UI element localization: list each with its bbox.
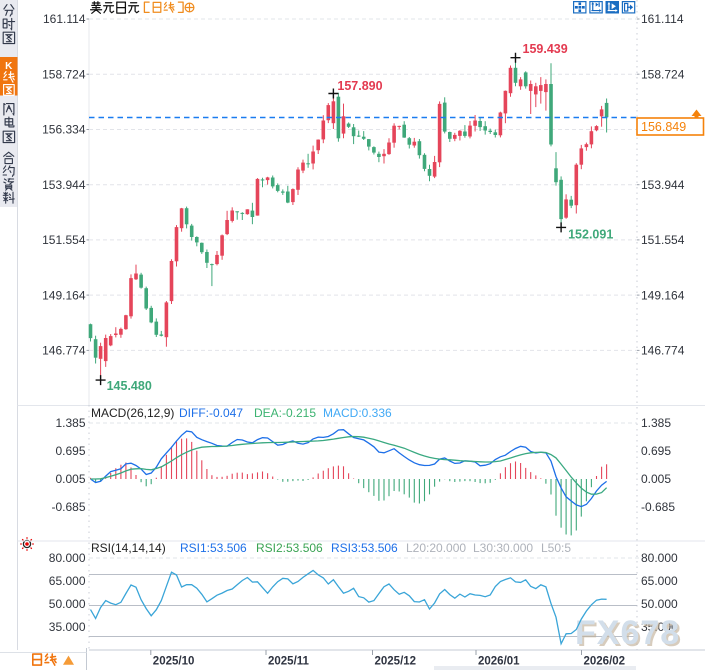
svg-text:35.000: 35.000 (641, 620, 678, 634)
svg-text:2026/02: 2026/02 (584, 656, 626, 668)
svg-text:2025/11: 2025/11 (268, 656, 310, 668)
svg-text:K: K (5, 61, 13, 72)
svg-text:151.554: 151.554 (42, 233, 86, 247)
svg-text:152.091: 152.091 (568, 228, 613, 242)
svg-text:0.005: 0.005 (641, 472, 671, 486)
svg-text:FX678: FX678 (575, 614, 680, 652)
svg-text:2025/10: 2025/10 (153, 656, 195, 668)
svg-text:2026/01: 2026/01 (478, 656, 520, 668)
svg-text:0.695: 0.695 (55, 444, 85, 458)
svg-text:1.385: 1.385 (641, 416, 671, 430)
svg-text:DEA:-0.215: DEA:-0.215 (254, 406, 316, 420)
svg-text:146.774: 146.774 (641, 344, 685, 358)
svg-text:161.114: 161.114 (43, 12, 86, 26)
svg-text:0.695: 0.695 (641, 444, 671, 458)
svg-text:MACD:0.336: MACD:0.336 (323, 406, 392, 420)
svg-text:149.164: 149.164 (641, 288, 685, 302)
svg-text:RSI1:53.506: RSI1:53.506 (180, 541, 247, 555)
svg-text:-0.685: -0.685 (51, 500, 85, 514)
svg-text:146.774: 146.774 (42, 344, 86, 358)
svg-text:159.439: 159.439 (523, 42, 568, 56)
svg-text:80.000: 80.000 (49, 551, 86, 565)
svg-text:50.000: 50.000 (49, 597, 86, 611)
svg-text:RSI3:53.506: RSI3:53.506 (331, 541, 398, 555)
svg-text:2025/12: 2025/12 (375, 656, 417, 668)
svg-text:50.000: 50.000 (641, 597, 678, 611)
svg-text:145.480: 145.480 (107, 379, 152, 393)
svg-text:156.849: 156.849 (641, 120, 686, 134)
svg-text:DIFF:-0.047: DIFF:-0.047 (179, 406, 243, 420)
svg-text:153.944: 153.944 (641, 178, 685, 192)
svg-text:FX678: FX678 (577, 616, 682, 654)
svg-text:158.724: 158.724 (42, 67, 86, 81)
svg-text:156.334: 156.334 (42, 123, 86, 137)
svg-text:161.114: 161.114 (641, 12, 684, 26)
svg-text:0.005: 0.005 (55, 472, 85, 486)
svg-text:MACD(26,12,9): MACD(26,12,9) (91, 406, 174, 420)
svg-text:RSI2:53.506: RSI2:53.506 (256, 541, 323, 555)
svg-text:151.554: 151.554 (641, 233, 685, 247)
svg-text:149.164: 149.164 (42, 288, 86, 302)
svg-text:153.944: 153.944 (42, 178, 86, 192)
svg-text:35.000: 35.000 (49, 620, 86, 634)
svg-text:1.385: 1.385 (55, 416, 85, 430)
svg-text:65.000: 65.000 (641, 574, 678, 588)
svg-text:-0.685: -0.685 (641, 500, 675, 514)
svg-text:65.000: 65.000 (49, 574, 86, 588)
svg-text:L20:20.000: L20:20.000 (406, 541, 466, 555)
svg-text:RSI(14,14,14): RSI(14,14,14) (91, 541, 166, 555)
svg-text:80.000: 80.000 (641, 551, 678, 565)
svg-text:157.890: 157.890 (337, 79, 382, 93)
svg-text:L30:30.000: L30:30.000 (473, 541, 533, 555)
svg-text:L50:5: L50:5 (541, 541, 571, 555)
svg-text:158.724: 158.724 (641, 67, 685, 81)
